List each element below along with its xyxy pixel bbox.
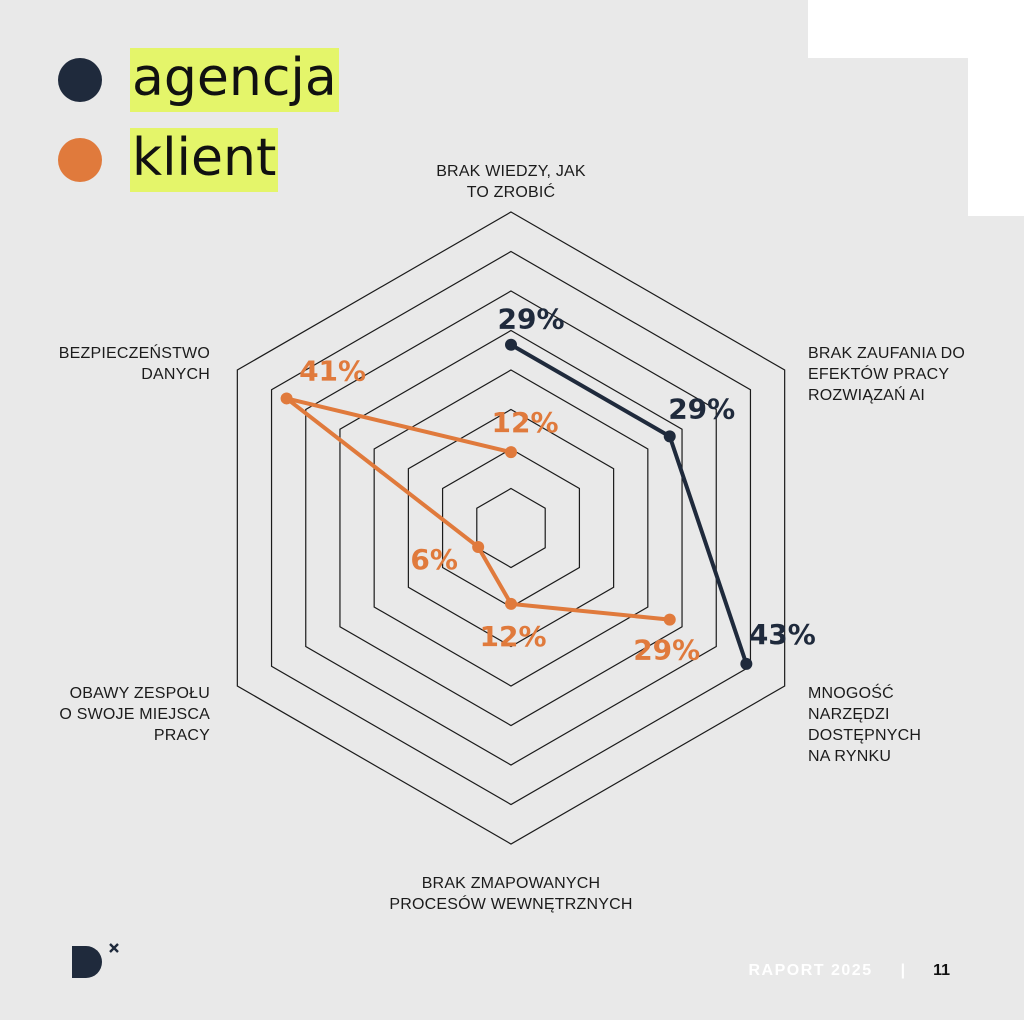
axis-label: BRAK ZMAPOWANYCH	[422, 875, 601, 892]
axis-label: PROCESÓW WEWNĘTRZNYCH	[389, 894, 632, 913]
value-label-klient: 6%	[410, 543, 458, 576]
value-label-agencja: 29%	[668, 392, 735, 425]
legend-dot-klient	[58, 138, 102, 182]
axis-label: NARZĘDZI	[808, 706, 890, 723]
data-point-klient	[280, 392, 293, 405]
grid-ring	[236, 211, 786, 845]
data-point-agencja	[663, 430, 676, 443]
corner-decoration	[808, 0, 1024, 58]
dx-logo-icon	[72, 943, 119, 978]
data-point-agencja	[740, 657, 753, 670]
data-point-klient	[505, 597, 517, 610]
value-label-klient: 29%	[633, 634, 700, 667]
axis-label: ROZWIĄZAŃ AI	[808, 385, 925, 404]
axis-label: O SWOJE MIEJSCA	[59, 706, 210, 723]
axis-label: PRACY	[154, 727, 210, 744]
data-point-klient	[472, 540, 485, 553]
grid-ring	[270, 250, 752, 806]
footer: RAPORT 2025 | 11	[749, 962, 951, 980]
axis-label: TO ZROBIĆ	[467, 182, 556, 201]
axis-label: OBAWY ZESPOŁU	[70, 685, 210, 702]
axis-label: DOSTĘPNYCH	[808, 727, 921, 744]
axis-label: NA RYNKU	[808, 748, 891, 765]
report-label: RAPORT 2025	[748, 962, 873, 979]
legend-item-agencja: agencja	[58, 48, 339, 112]
axis-label: BEZPIECZEŃSTWO	[59, 343, 210, 362]
legend-dot-agencja	[58, 58, 102, 102]
axis-label: DANYCH	[141, 366, 210, 383]
value-label-klient: 12%	[491, 406, 558, 439]
axis-label: MNOGOŚĆ	[808, 683, 894, 702]
data-point-klient	[663, 613, 676, 626]
value-label-agencja: 43%	[749, 618, 816, 651]
value-label-agencja: 29%	[497, 303, 564, 336]
value-label-klient: 12%	[479, 620, 546, 653]
grid-ring	[305, 290, 717, 766]
legend-item-klient: klient	[58, 128, 279, 192]
axis-label: BRAK WIEDZY, JAK	[436, 163, 586, 180]
grid-ring	[373, 369, 649, 687]
axis-label: EFEKTÓW PRACY	[808, 364, 949, 383]
grid-ring	[407, 408, 615, 648]
grid-ring	[441, 448, 581, 608]
value-label-klient: 41%	[299, 354, 366, 387]
series-line-klient	[284, 396, 670, 622]
footer-separator: |	[900, 962, 906, 979]
legend-label-agencja: agencja	[130, 48, 339, 112]
corner-decoration	[968, 58, 1024, 216]
data-point-klient	[505, 446, 517, 459]
grid-ring	[476, 487, 546, 569]
page-number: 11	[933, 962, 950, 979]
axis-label: BRAK ZAUFANIA DO	[808, 345, 965, 362]
data-point-agencja	[505, 338, 517, 351]
grid-ring	[339, 329, 683, 727]
legend-label-klient: klient	[130, 128, 279, 192]
